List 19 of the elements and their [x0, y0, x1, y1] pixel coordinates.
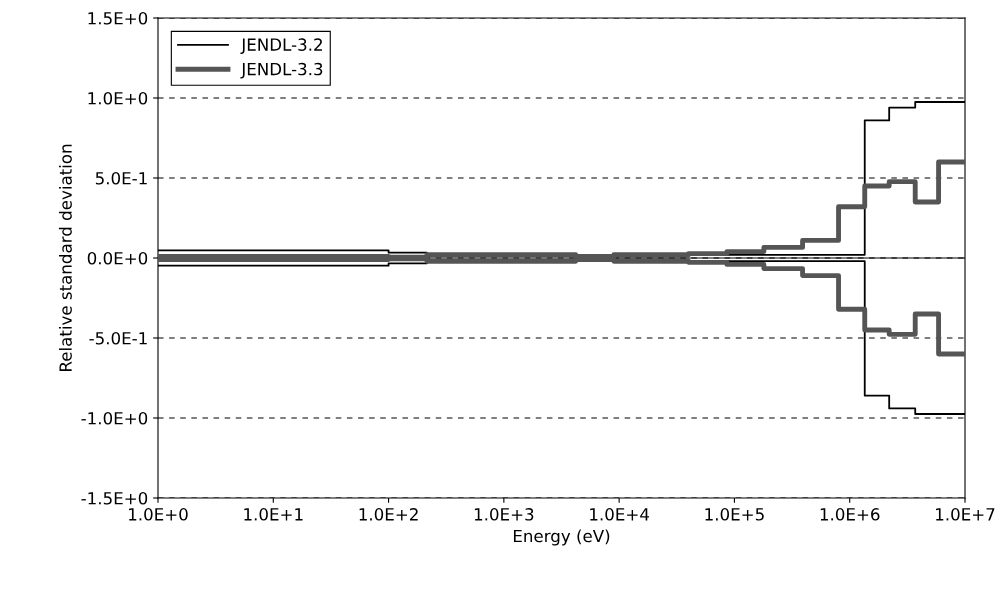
y-tick-label: -1.5E+0	[81, 491, 148, 505]
y-tick-label: -5.0E-1	[89, 331, 147, 345]
x-tick-label: 1.0E+4	[590, 508, 650, 521]
x-tick-label: 1.0E+0	[129, 508, 188, 521]
x-tick-label: 1.0E+1	[244, 508, 303, 521]
x-tick-label: 1.0E+7	[936, 508, 995, 521]
legend-label: JENDL-3.3	[240, 62, 323, 79]
x-axis-title: Energy (eV)	[513, 529, 610, 546]
legend-label: JENDL-3.2	[240, 38, 322, 54]
x-tick-label: 1.0E+2	[359, 508, 418, 521]
y-tick-label: 1.0E+0	[88, 91, 148, 105]
y-axis-title: Relative standard deviation	[58, 144, 72, 371]
x-tick-label: 1.0E+6	[820, 508, 880, 521]
y-tick-label: 1.5E+0	[88, 11, 148, 25]
x-tick-label: 1.0E+3	[474, 508, 534, 521]
y-tick-label: 0.0E+0	[87, 251, 148, 265]
x-tick-label: 1.0E+5	[705, 508, 764, 521]
y-tick-label: -1.0E+0	[81, 411, 148, 425]
y-tick-label: 5.0E-1	[95, 171, 147, 185]
